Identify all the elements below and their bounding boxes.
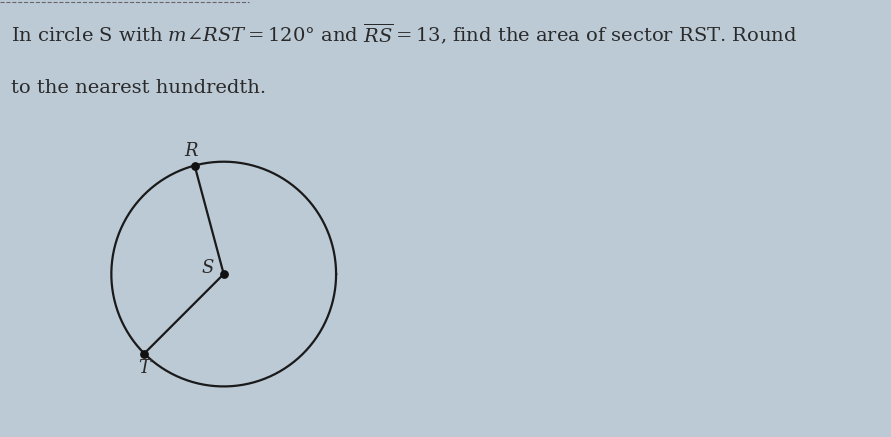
Text: S: S <box>201 260 214 277</box>
Point <box>137 350 151 357</box>
Point <box>217 271 231 277</box>
Text: In circle S with $m\angle RST = 120°$ and $\overline{RS} = 13$, find the area of: In circle S with $m\angle RST = 120°$ an… <box>11 22 797 47</box>
Text: R: R <box>184 142 198 160</box>
Text: T: T <box>138 359 151 377</box>
Text: to the nearest hundredth.: to the nearest hundredth. <box>11 79 266 97</box>
Point <box>187 162 201 169</box>
